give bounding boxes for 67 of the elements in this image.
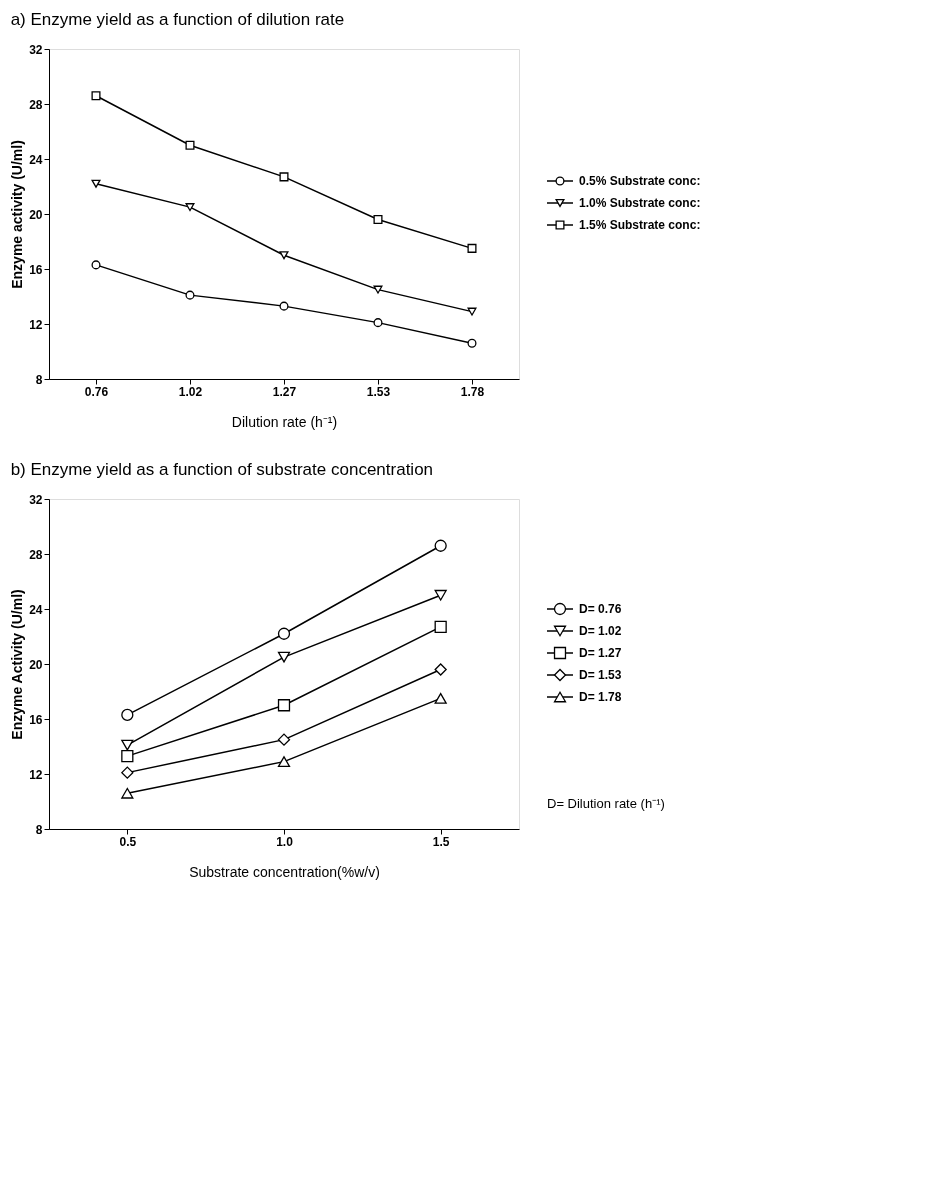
- y-tick-label: 32: [29, 42, 43, 57]
- point: [373, 214, 383, 225]
- point: [279, 172, 289, 182]
- x-tick-label: 1.53: [366, 384, 391, 399]
- x-axis-title: Dilution rate (h⁻¹): [231, 413, 338, 430]
- point: [434, 620, 447, 633]
- x-tick-label: 1.78: [460, 384, 485, 399]
- point: [185, 290, 195, 300]
- y-tick-label: 12: [29, 767, 43, 782]
- legend-label: D= 1.78: [579, 690, 622, 704]
- point: [121, 750, 134, 763]
- point: [467, 243, 477, 253]
- chart-title: b) Enzyme yield as a function of substrate concentration: [10, 460, 434, 479]
- legend-label: 1.0% Substrate conc:: [579, 196, 701, 210]
- y-tick-label: 24: [29, 152, 43, 167]
- point: [277, 733, 291, 746]
- point: [277, 699, 291, 712]
- legend-label: 0.5% Substrate conc:: [579, 174, 701, 188]
- point: [277, 627, 291, 640]
- x-tick-label: 1.02: [178, 384, 203, 399]
- legend-label: D= 1.02: [579, 624, 622, 638]
- legend-label: D= 1.27: [579, 646, 622, 660]
- point: [91, 179, 101, 188]
- y-tick-label: 8: [35, 822, 43, 837]
- legend-label: D= 1.53: [579, 668, 622, 682]
- y-tick-label: 32: [29, 492, 43, 507]
- y-tick-label: 28: [29, 97, 43, 112]
- point: [434, 589, 447, 601]
- point: [279, 301, 289, 311]
- x-tick-label: 0.76: [84, 384, 109, 399]
- y-axis-title: Enzyme activity (U/ml): [9, 140, 26, 289]
- x-tick-label: 1.27: [272, 384, 297, 399]
- point: [277, 756, 291, 768]
- y-tick-label: 28: [29, 547, 43, 562]
- x-tick-label: 1.5: [432, 834, 450, 849]
- y-tick-label: 12: [29, 317, 43, 332]
- y-tick-label: 8: [35, 372, 43, 387]
- y-tick-label: 20: [29, 657, 43, 672]
- legend-label: 1.5% Substrate conc:: [579, 218, 701, 232]
- y-tick-label: 16: [29, 712, 43, 727]
- y-tick-label: 16: [29, 262, 43, 277]
- point: [434, 663, 447, 676]
- point: [373, 285, 383, 294]
- point: [121, 708, 134, 721]
- point: [91, 91, 101, 101]
- x-tick-label: 1.0: [276, 834, 294, 849]
- point: [467, 307, 477, 316]
- point: [373, 318, 383, 328]
- legend-label: D= 0.76: [579, 602, 622, 616]
- point: [434, 692, 447, 704]
- point: [277, 651, 291, 663]
- point: [121, 766, 134, 779]
- chart-title: a) Enzyme yield as a function of dilution rate: [10, 10, 345, 29]
- point: [91, 260, 101, 270]
- y-tick-label: 20: [29, 207, 43, 222]
- y-tick-label: 24: [29, 602, 43, 617]
- point: [185, 203, 195, 212]
- point: [121, 739, 134, 751]
- x-axis-title: Substrate concentration(%w/v): [189, 863, 380, 880]
- point: [121, 787, 134, 799]
- x-tick-label: 0.5: [119, 834, 137, 849]
- text: D= Dilution rate (h⁻¹): [547, 796, 665, 811]
- point: [434, 539, 447, 552]
- point: [279, 251, 289, 260]
- y-axis-title: Enzyme Activity (U/ml): [9, 589, 26, 740]
- point: [185, 140, 195, 150]
- point: [467, 338, 477, 348]
